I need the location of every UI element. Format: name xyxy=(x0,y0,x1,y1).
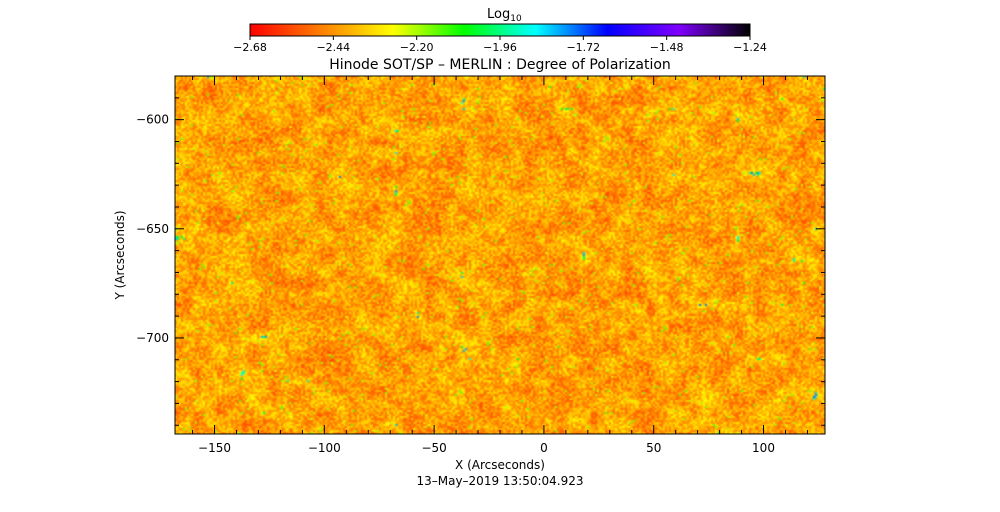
x-tick-label: −150 xyxy=(198,441,231,455)
colorbar-tick-label: −1.96 xyxy=(483,41,517,54)
colorbar-title: Log10 xyxy=(487,7,522,24)
colorbar-tick-label: −1.48 xyxy=(650,41,684,54)
colorbar-tick-label: −2.20 xyxy=(400,41,434,54)
y-axis: −600 −650 −700 xyxy=(136,75,825,426)
colorbar-tick-label: −2.68 xyxy=(233,41,267,54)
colorbar-tick-label: −1.24 xyxy=(733,41,767,54)
colorbar-gradient xyxy=(249,23,751,37)
y-tick-label: −650 xyxy=(136,222,169,236)
x-tick-label: 0 xyxy=(540,441,548,455)
x-tick-label: 50 xyxy=(646,441,661,455)
colorbar-tick-label: −2.44 xyxy=(316,41,350,54)
x-tick-label: −100 xyxy=(308,441,341,455)
y-tick-label: −700 xyxy=(136,331,169,345)
x-tick-label: −50 xyxy=(421,441,446,455)
y-axis-label: Y (Arcseconds) xyxy=(113,210,127,300)
heatmap-area xyxy=(174,75,826,435)
timestamp: 13–May–2019 13:50:04.923 xyxy=(416,474,583,488)
colorbar: Log10 −2.68 −2.44 −2.20 −1.96 −1.72 −1.48 −1.2… xyxy=(233,7,767,54)
chart-title: Hinode SOT/SP – MERLIN : Degree of Polar… xyxy=(329,57,671,73)
colorbar-tick-label: −1.72 xyxy=(566,41,600,54)
x-tick-label: 100 xyxy=(752,441,775,455)
x-axis-label: X (Arcseconds) xyxy=(455,458,545,472)
x-axis: −150 −100 −50 0 50 100 xyxy=(192,76,808,455)
polarization-map xyxy=(175,76,825,434)
y-tick-label: −600 xyxy=(136,113,169,127)
